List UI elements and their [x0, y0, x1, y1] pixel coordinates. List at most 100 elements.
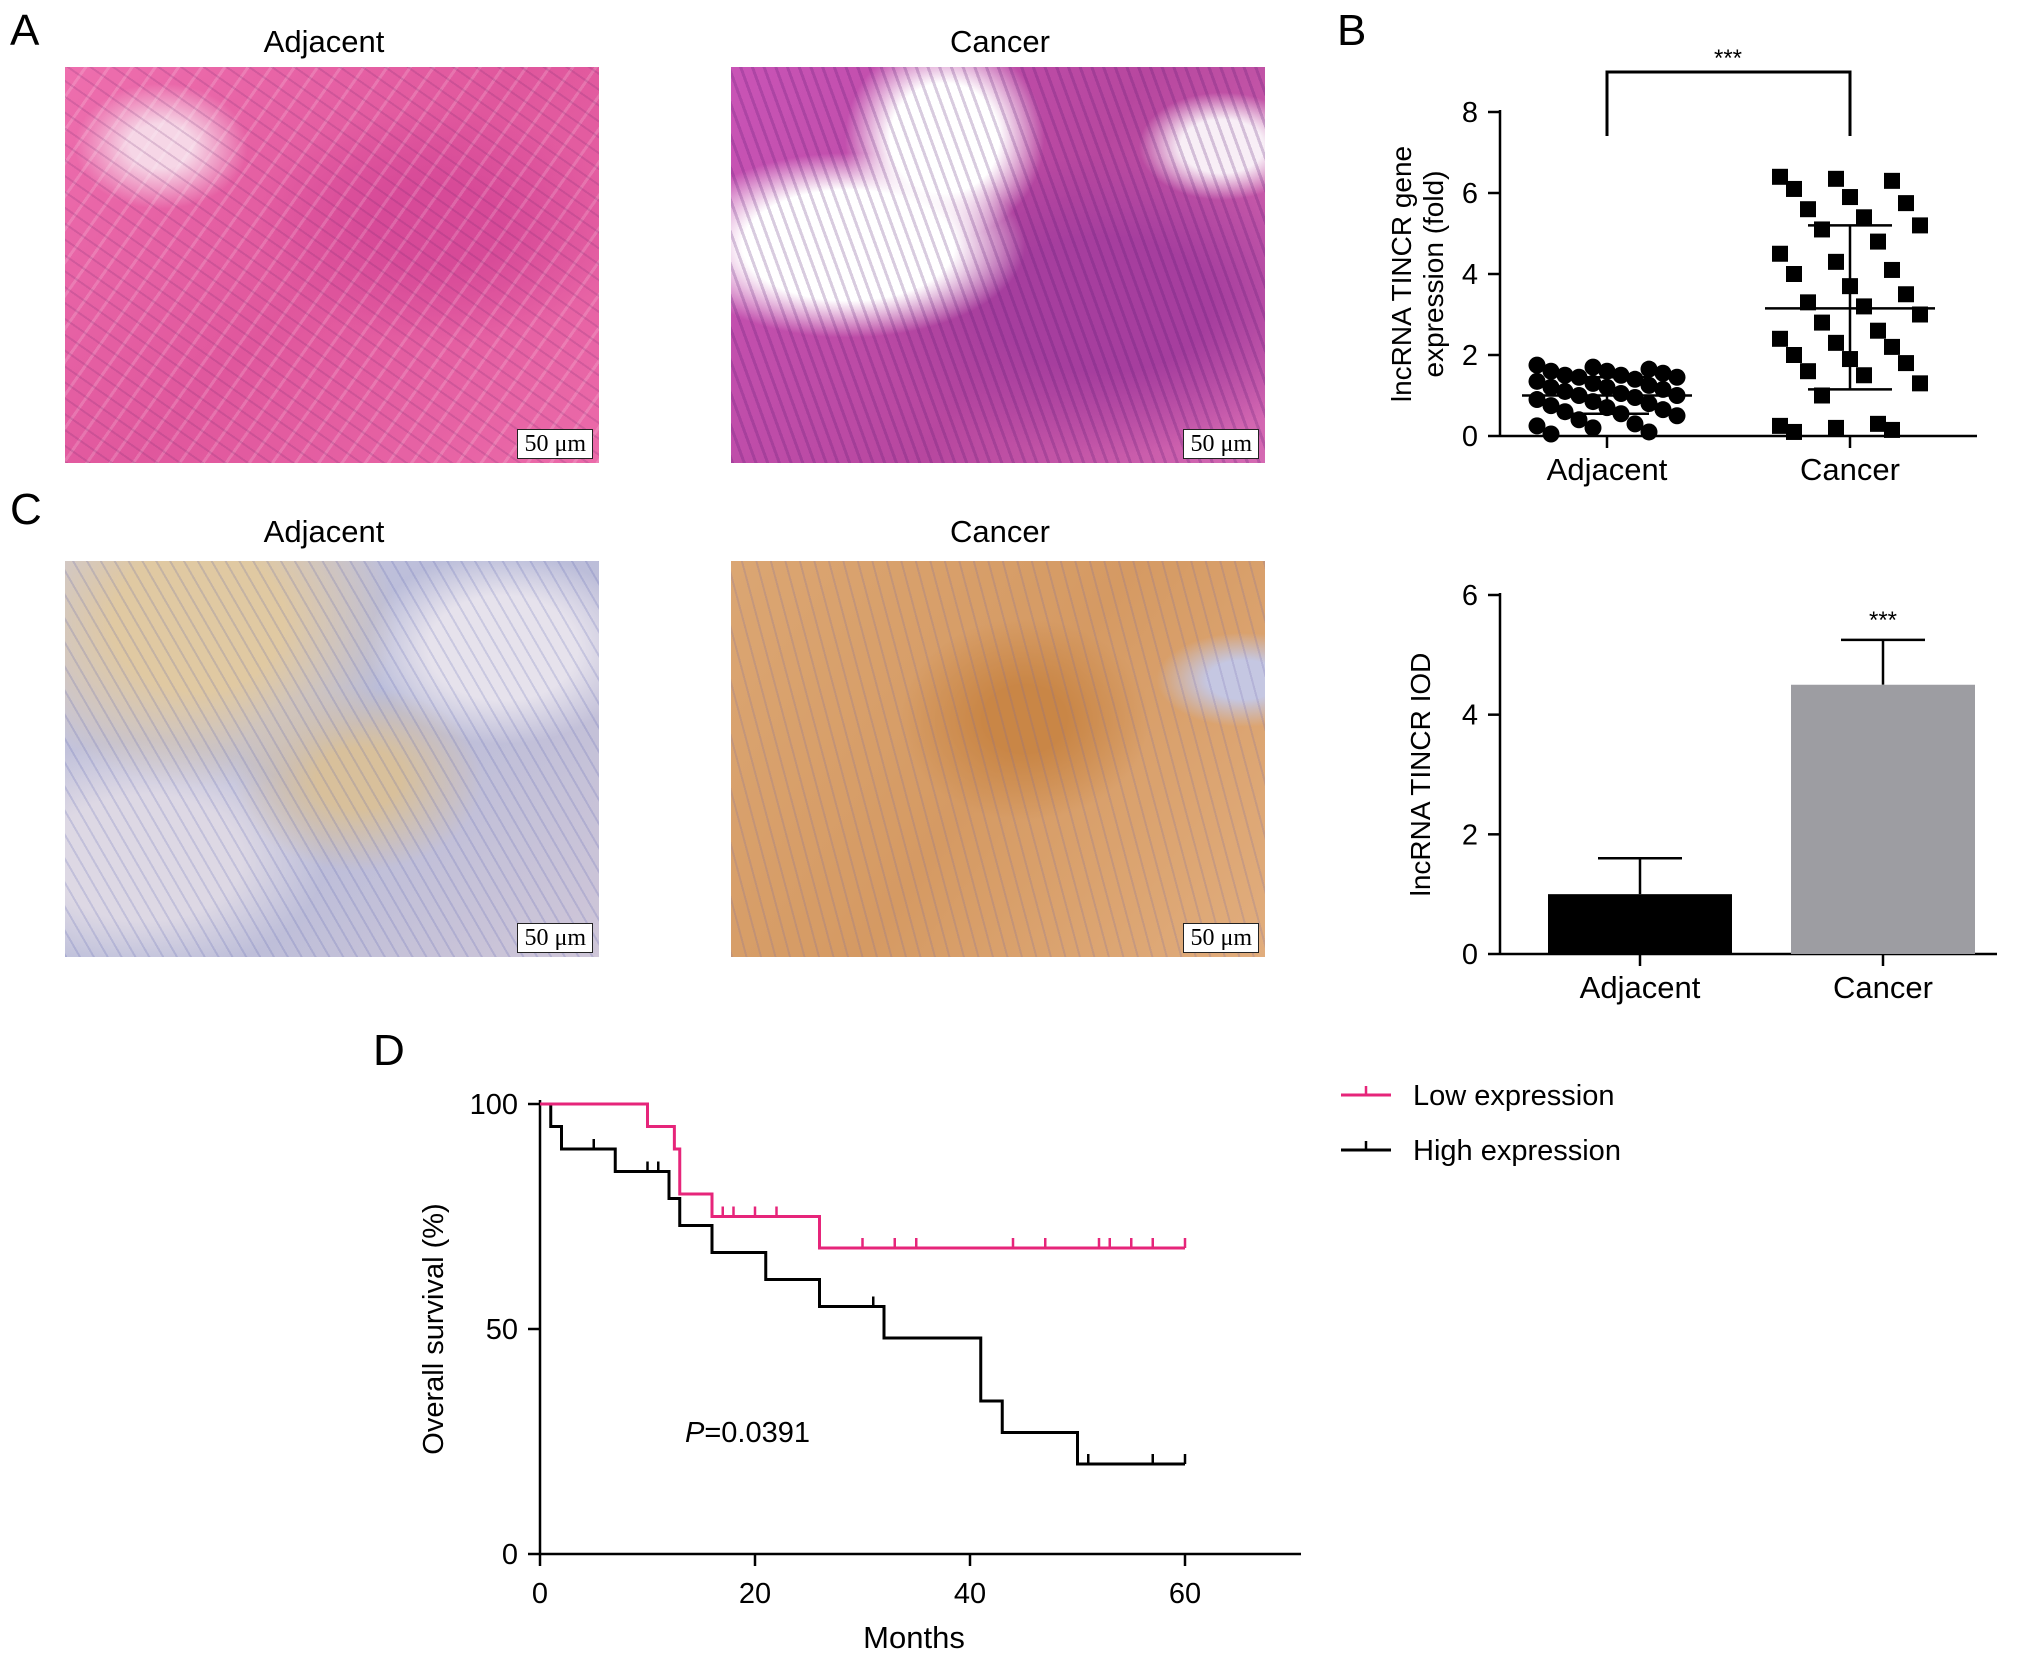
x-tick-label: 40 [954, 1578, 986, 1610]
data-point [1842, 189, 1858, 206]
y-tick-label: 2 [1462, 819, 1478, 851]
x-tick-label: 20 [739, 1578, 771, 1610]
legend-label: High expression [1413, 1135, 1621, 1167]
data-point [1870, 415, 1886, 432]
data-point [1556, 403, 1574, 421]
data-point [1612, 384, 1630, 402]
survival-curve [540, 1102, 1185, 1466]
data-point [1772, 417, 1788, 434]
data-point [1786, 180, 1802, 197]
x-tick-label: Cancer [1833, 970, 1933, 1005]
data-point [1668, 368, 1686, 386]
survival-curve [540, 1102, 1185, 1250]
caption-a-adjacent: Adjacent [263, 24, 385, 59]
survival-chart-d: 0 50 100 0 20 40 60 Overall survival (%) Mont… [418, 1080, 1621, 1655]
data-point [1856, 209, 1872, 226]
data-point [1828, 419, 1844, 436]
data-point [1626, 389, 1644, 407]
y-axis-label-line: expression (fold) [1418, 171, 1449, 378]
data-point [1912, 375, 1928, 392]
p-value: =0.0391 [704, 1417, 810, 1449]
scale-bar: 50 μm [517, 429, 593, 459]
y-axis-label: lncRNA TINCR IOD [1405, 653, 1436, 897]
data-point [1828, 334, 1844, 351]
data-point [1884, 172, 1900, 189]
y-tick-label: 100 [470, 1089, 518, 1121]
data-point [1772, 245, 1788, 262]
data-point [1528, 356, 1546, 374]
data-point [1640, 423, 1658, 441]
data-point [1542, 397, 1560, 415]
y-axis-label-line: lncRNA TINCR gene [1386, 146, 1417, 402]
data-point [1668, 407, 1686, 425]
x-tick-label: Cancer [1800, 452, 1900, 487]
data-point [1898, 286, 1914, 303]
data-point [1772, 330, 1788, 347]
y-tick-label: 8 [1462, 97, 1478, 129]
y-tick-label: 0 [1462, 939, 1478, 971]
he-image-cancer: 50 μm [731, 67, 1265, 463]
data-point [1640, 395, 1658, 413]
data-point [1884, 261, 1900, 278]
x-tick-label: 0 [532, 1578, 548, 1610]
y-axis-label: Overall survival (%) [418, 1203, 450, 1454]
data-point [1542, 425, 1560, 443]
data-point [1772, 168, 1788, 185]
data-point [1814, 221, 1830, 238]
bar [1548, 894, 1732, 954]
significance-label: *** [1714, 45, 1742, 72]
data-point [1584, 374, 1602, 392]
data-point [1786, 347, 1802, 363]
ihc-image-cancer: 50 μm [731, 561, 1265, 957]
scale-bar: 50 μm [517, 923, 593, 953]
data-point [1626, 415, 1644, 433]
p-value-annotation: P=0.0391 [685, 1417, 810, 1449]
data-point [1612, 366, 1630, 384]
y-tick-label: 2 [1462, 340, 1478, 372]
caption-c-cancer: Cancer [950, 514, 1050, 549]
data-point [1786, 423, 1802, 440]
data-point [1856, 298, 1872, 315]
data-point [1528, 372, 1546, 390]
panel-letter-c: C [10, 485, 42, 534]
scale-bar: 50 μm [1183, 429, 1259, 459]
bar-chart-c: 0 2 4 6 lncRNA TINCR IOD *** Adjacent Cancer [1405, 580, 1997, 1005]
data-point [1814, 387, 1830, 404]
data-point [1912, 306, 1928, 323]
data-point [1570, 411, 1588, 429]
data-point [1912, 217, 1928, 234]
panel-letter-d: D [373, 1026, 405, 1075]
scatter-chart-b: 0 2 4 6 8 lncRNA TINCR geneexpression (fold)… [1386, 45, 1977, 487]
ihc-image-adjacent: 50 μm [65, 561, 599, 957]
data-point [1884, 338, 1900, 355]
he-image-adjacent: 50 μm [65, 67, 599, 463]
data-point [1584, 419, 1602, 437]
data-point [1654, 380, 1672, 398]
x-axis-label: Months [863, 1620, 965, 1655]
data-point [1786, 266, 1802, 282]
data-point [1556, 366, 1574, 384]
data-point [1654, 364, 1672, 382]
data-point [1800, 294, 1816, 311]
data-point [1800, 363, 1816, 380]
data-point [1884, 421, 1900, 438]
y-tick-label: 6 [1462, 178, 1478, 210]
data-point [1814, 314, 1830, 331]
y-axis-label: lncRNA TINCR geneexpression (fold) [1386, 146, 1449, 402]
data-point [1584, 393, 1602, 411]
data-point [1870, 322, 1886, 339]
data-point [1598, 362, 1616, 380]
caption-a-cancer: Cancer [950, 24, 1050, 59]
data-point [1542, 378, 1560, 396]
y-tick-label: 4 [1462, 700, 1478, 732]
y-tick-label: 0 [502, 1539, 518, 1571]
y-tick-label: 50 [486, 1314, 518, 1346]
data-point [1584, 358, 1602, 376]
scale-bar: 50 μm [1183, 923, 1259, 953]
data-point [1828, 253, 1844, 270]
significance-label: *** [1869, 607, 1897, 634]
caption-c-adjacent: Adjacent [263, 514, 385, 549]
y-tick-label: 4 [1462, 259, 1478, 291]
data-point [1898, 355, 1914, 372]
data-point [1856, 367, 1872, 384]
